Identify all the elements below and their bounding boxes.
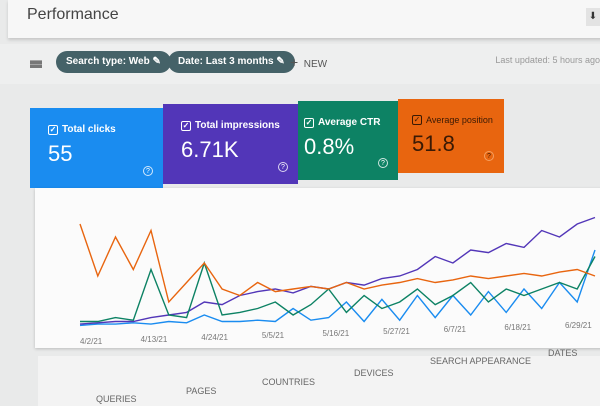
new-filter-button[interactable]: + NEW [290, 54, 328, 70]
card-total-clicks[interactable]: ✓ Total clicks 55 ? [30, 108, 163, 188]
page-title: Performance [27, 6, 119, 23]
x-tick-label: 6/7/21 [444, 325, 467, 334]
edit-icon: ✎ [276, 56, 285, 67]
tab-queries[interactable]: QUERIES [96, 394, 137, 404]
search-type-chip[interactable]: Search type: Web ✎ [56, 51, 171, 73]
filter-icon[interactable]: ▬ ▬ [30, 53, 42, 71]
checkbox-icon: ✓ [48, 124, 58, 135]
tab-countries[interactable]: COUNTRIES [262, 377, 316, 387]
x-tick-label: 5/27/21 [383, 327, 410, 336]
series-line-2 [80, 256, 596, 323]
x-tick-label: 5/16/21 [323, 329, 350, 338]
tab-search-appearance[interactable]: SEARCH APPEARANCE [430, 356, 532, 366]
x-tick-label: 5/5/21 [262, 331, 285, 340]
help-icon[interactable]: ? [143, 166, 153, 176]
card-average-position[interactable]: ✓ Average position 51.8 ? [398, 99, 504, 173]
help-icon[interactable]: ? [278, 162, 288, 172]
date-chip[interactable]: Date: Last 3 months ✎ [168, 51, 295, 73]
checkbox-icon: ✓ [412, 115, 422, 125]
card-total-impressions[interactable]: ✓ Total impressions 6.71K ? [163, 104, 298, 184]
series-line-0 [79, 249, 596, 327]
tab-pages[interactable]: PAGES [186, 386, 217, 396]
tab-dates[interactable]: DATES [548, 348, 578, 358]
series-line-1 [79, 216, 596, 325]
edit-icon: ✎ [152, 56, 161, 67]
plus-icon: + [290, 54, 299, 70]
checkbox-icon: ✓ [304, 117, 314, 128]
series-line-3 [79, 223, 596, 304]
filter-bar: ▬ ▬ Search type: Web ✎ Date: Last 3 month… [0, 44, 600, 84]
card-average-ctr[interactable]: ✓ Average CTR 0.8% ? [298, 101, 398, 180]
checkbox-icon: ✓ [181, 120, 191, 131]
tab-devices[interactable]: DEVICES [354, 368, 394, 378]
performance-chart: 4/2/21 4/13/21 4/24/21 5/5/21 5/16/21 5/27/21… [35, 188, 600, 348]
app-header: Performance ⬇ [8, 0, 600, 38]
x-tick-label: 6/29/21 [565, 321, 592, 330]
x-tick-label: 4/2/21 [80, 337, 103, 346]
help-icon[interactable]: ? [378, 158, 388, 168]
chart-svg: 4/2/21 4/13/21 4/24/21 5/5/21 5/16/21 5/27/21… [79, 216, 596, 346]
x-tick-label: 6/18/21 [504, 323, 531, 332]
download-icon[interactable]: ⬇ [586, 8, 600, 26]
last-updated: Last updated: 5 hours ago [495, 55, 600, 65]
help-icon[interactable]: ? [484, 151, 494, 161]
x-tick-label: 4/13/21 [141, 335, 168, 344]
x-tick-label: 4/24/21 [201, 333, 228, 342]
dimension-tabs: QUERIES PAGES COUNTRIES DEVICES SEARCH A… [38, 348, 600, 406]
